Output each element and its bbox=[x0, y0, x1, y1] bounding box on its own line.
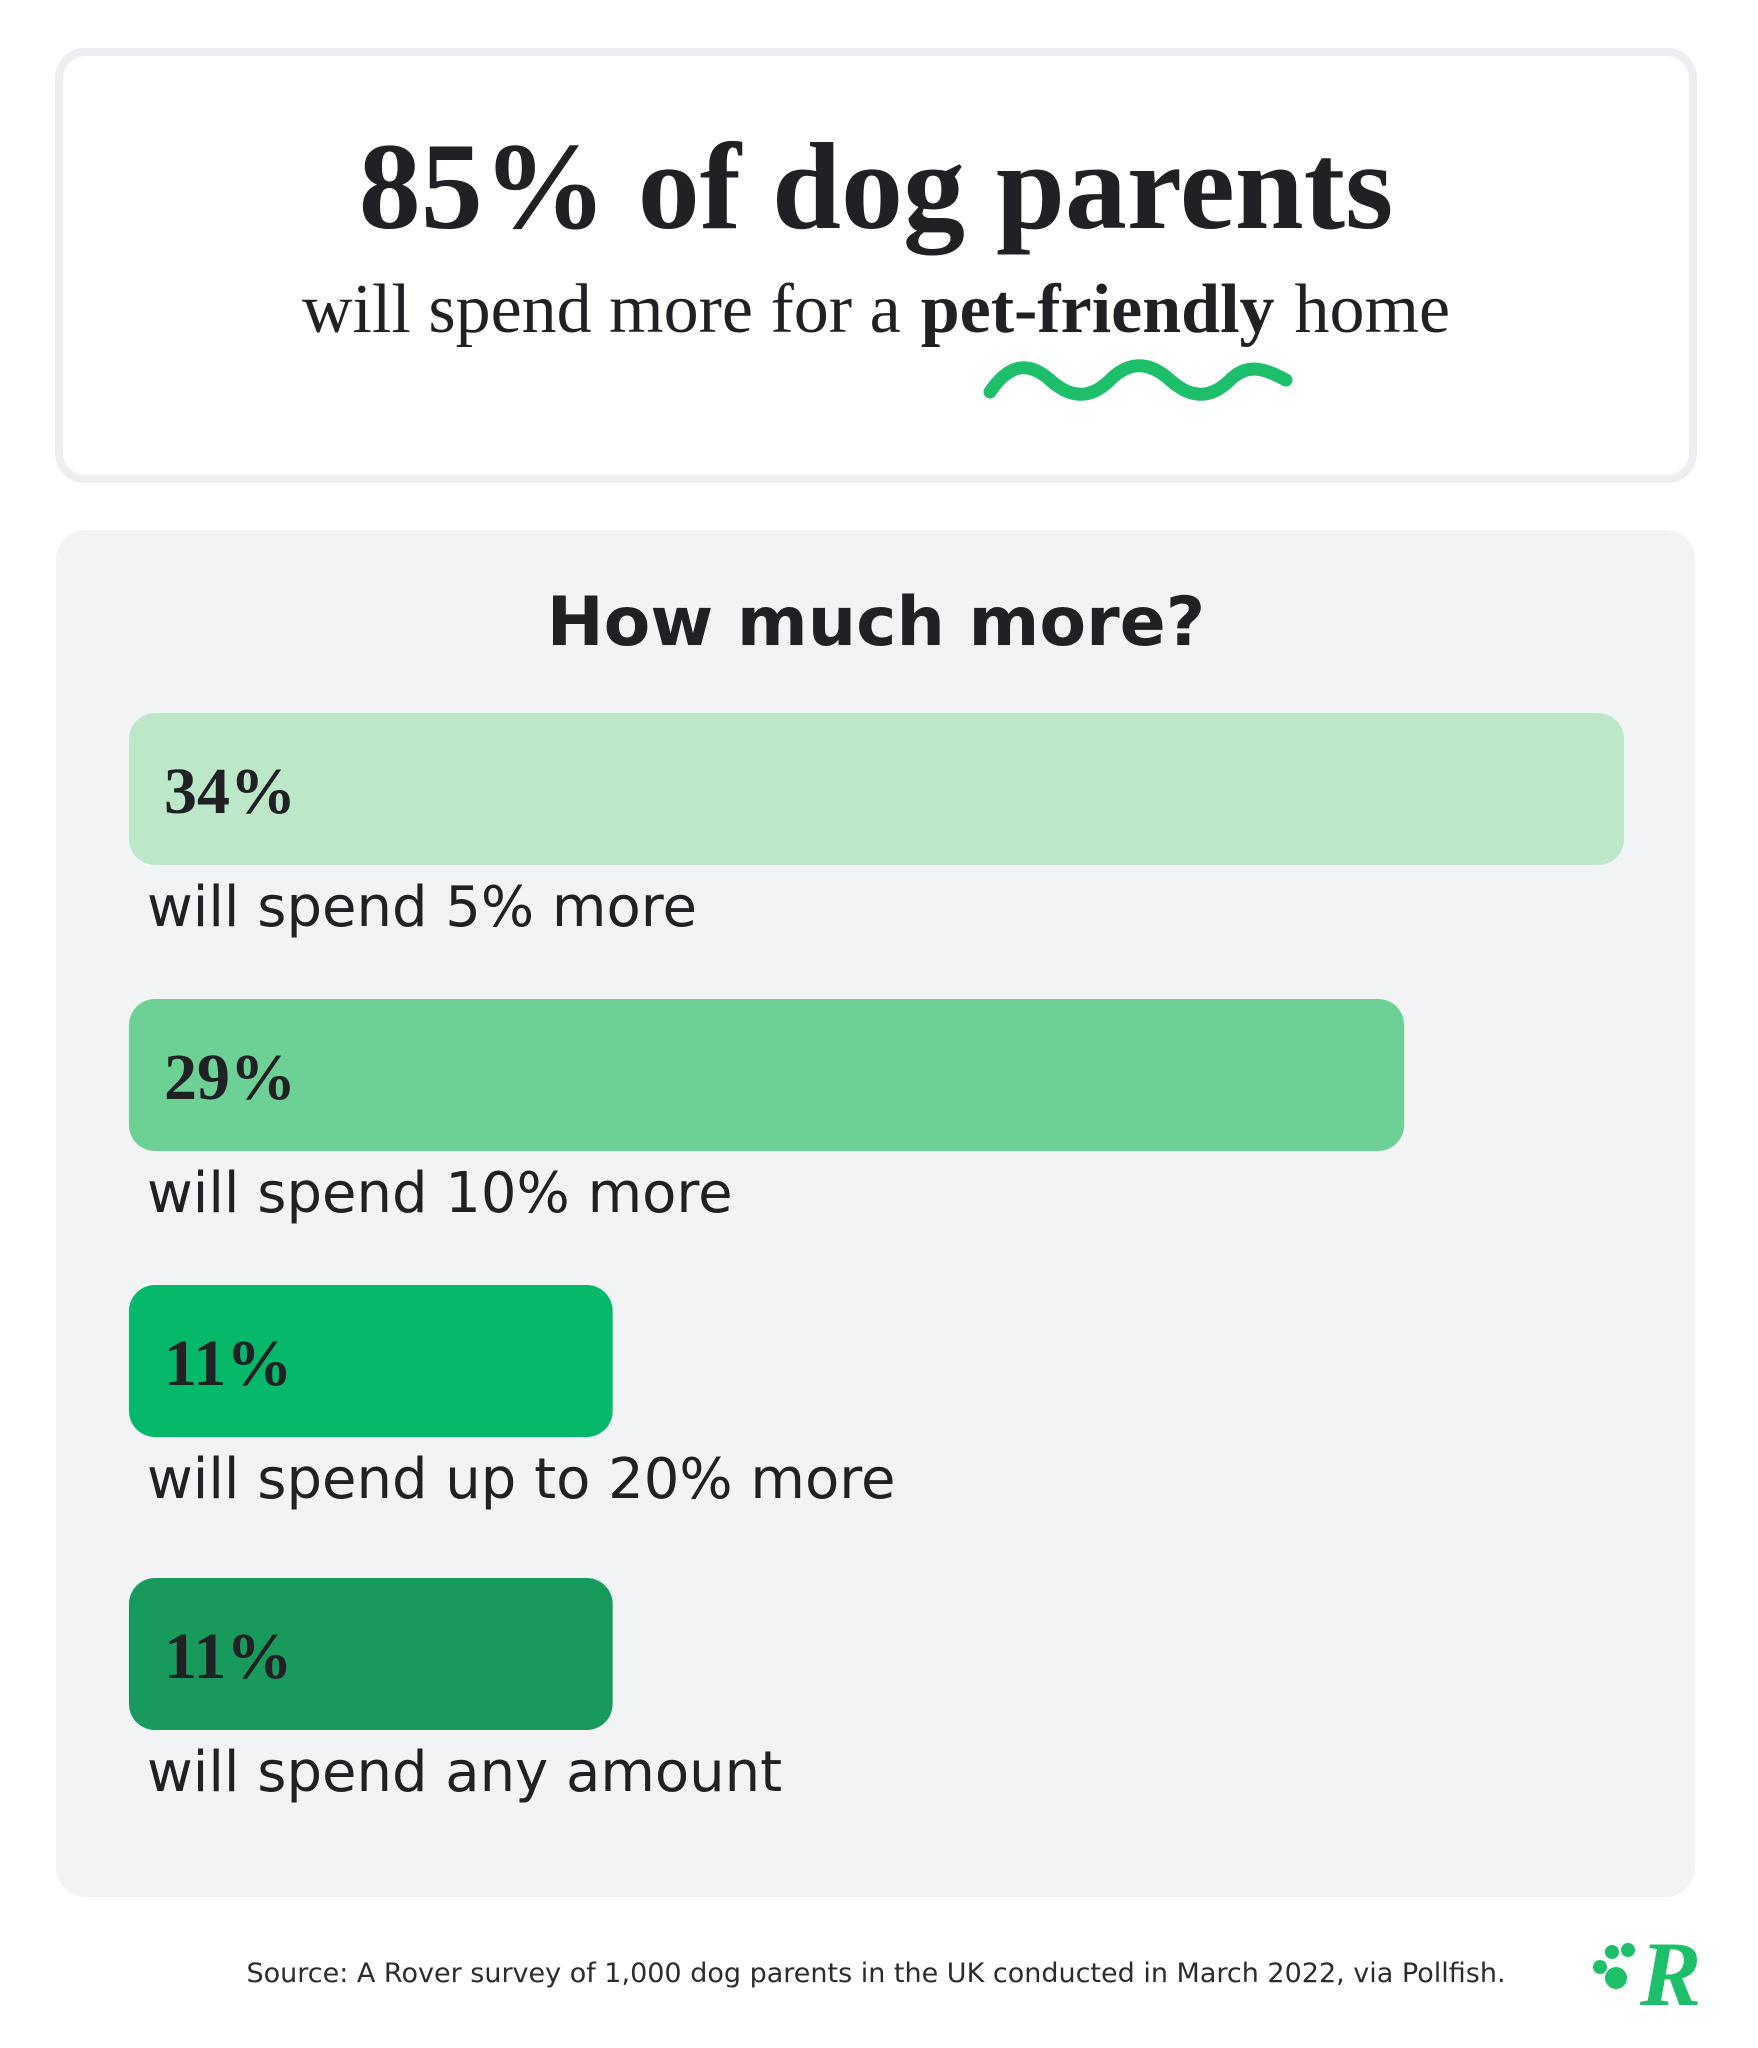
bar bbox=[129, 1578, 613, 1730]
paw-dot bbox=[1593, 1960, 1607, 1974]
paw-dot bbox=[1605, 1945, 1619, 1959]
squiggle bbox=[983, 359, 1293, 401]
source: Source: A Rover survey of 1,000 dog pare… bbox=[246, 1958, 1505, 1989]
chart-title: How much more? bbox=[547, 583, 1205, 662]
bar bbox=[129, 1285, 613, 1437]
bar bbox=[129, 713, 1624, 865]
subtitle: will spend more for a pet-friendly home bbox=[302, 271, 1450, 348]
category-label: will spend any amount bbox=[147, 1740, 782, 1805]
subtitle-part: will spend more for a bbox=[302, 271, 901, 348]
category-label: will spend 10% more bbox=[147, 1161, 733, 1226]
category-label: will spend 5% more bbox=[147, 875, 697, 940]
bar bbox=[129, 999, 1405, 1151]
bars: 34% will spend 5% more 29% will spend 10% m… bbox=[129, 713, 1624, 1805]
subtitle-emphasis: pet-friendly bbox=[921, 271, 1275, 348]
header-card bbox=[55, 48, 1697, 483]
subtitle-part: home bbox=[1295, 271, 1451, 348]
value-label: 34% bbox=[164, 755, 296, 828]
value-label: 29% bbox=[164, 1041, 296, 1114]
chart-panel bbox=[56, 530, 1695, 1897]
paw-dot bbox=[1621, 1943, 1635, 1957]
category-label: will spend up to 20% more bbox=[147, 1447, 895, 1512]
logo: R bbox=[1593, 1923, 1701, 2025]
paw-dot bbox=[1605, 1967, 1627, 1989]
logo-letter: R bbox=[1639, 1923, 1701, 2025]
value-label: 11% bbox=[164, 1620, 292, 1693]
value-label: 11% bbox=[164, 1327, 292, 1400]
title: 85% of dog parents bbox=[359, 118, 1394, 256]
